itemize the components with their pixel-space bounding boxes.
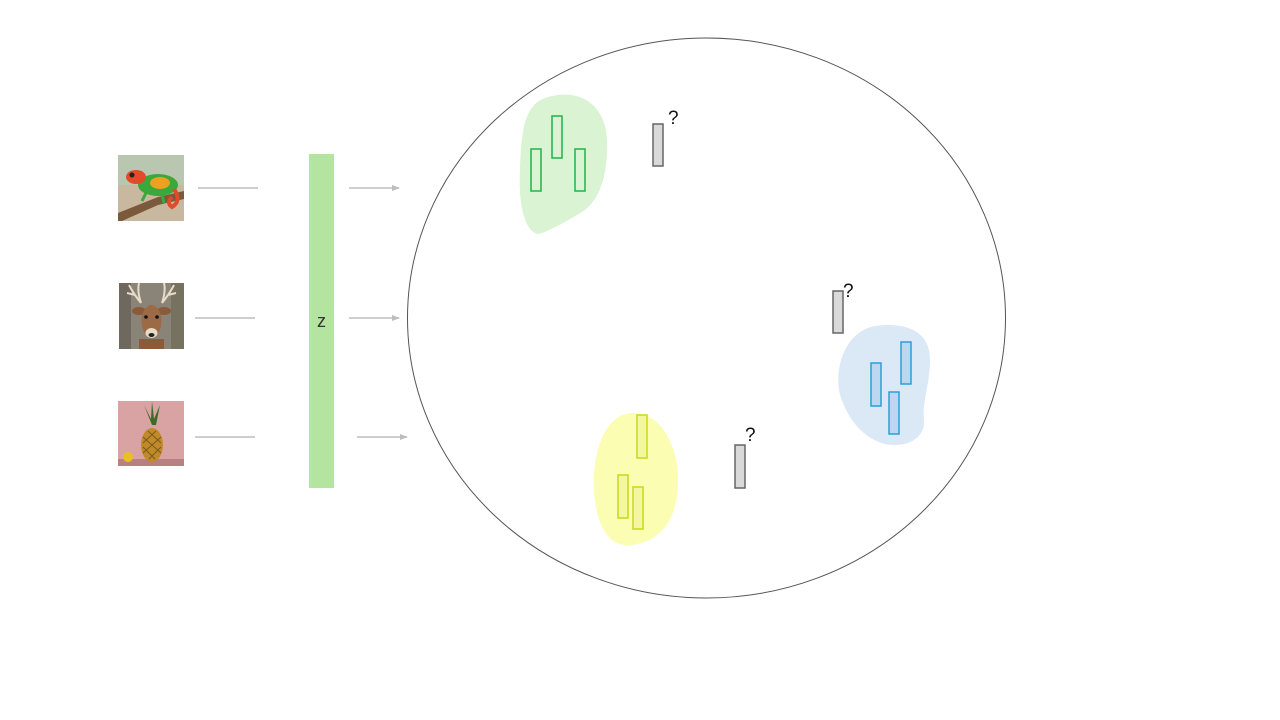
yellow-cluster-region	[593, 412, 678, 546]
green-cluster-point	[530, 148, 542, 192]
encoder-label: z	[317, 311, 326, 331]
encoder-bar	[309, 154, 334, 488]
yellow-cluster	[593, 412, 678, 546]
deer-image	[119, 283, 184, 349]
pineapple-image	[118, 401, 184, 466]
green-cluster	[519, 94, 608, 234]
unknown-point-3	[734, 444, 746, 489]
unknown-point-1-label: ?	[668, 108, 679, 129]
unknown-point-2-label: ?	[843, 281, 854, 302]
blue-cluster-point	[870, 362, 882, 407]
green-cluster-point	[551, 115, 563, 159]
chameleon-image	[118, 155, 184, 221]
blue-cluster	[838, 325, 930, 445]
blue-cluster-region	[838, 325, 930, 445]
unknown-point-1	[652, 123, 664, 167]
unknown-point-2	[832, 290, 844, 334]
yellow-cluster-point	[617, 474, 629, 519]
unknown-point-3-label: ?	[745, 425, 756, 446]
green-cluster-point	[574, 148, 586, 192]
blue-cluster-point	[888, 391, 900, 435]
yellow-cluster-point	[632, 486, 644, 530]
green-cluster-region	[519, 94, 608, 234]
embedding-space-circle	[407, 37, 1006, 599]
yellow-cluster-point	[636, 414, 648, 459]
blue-cluster-point	[900, 341, 912, 385]
